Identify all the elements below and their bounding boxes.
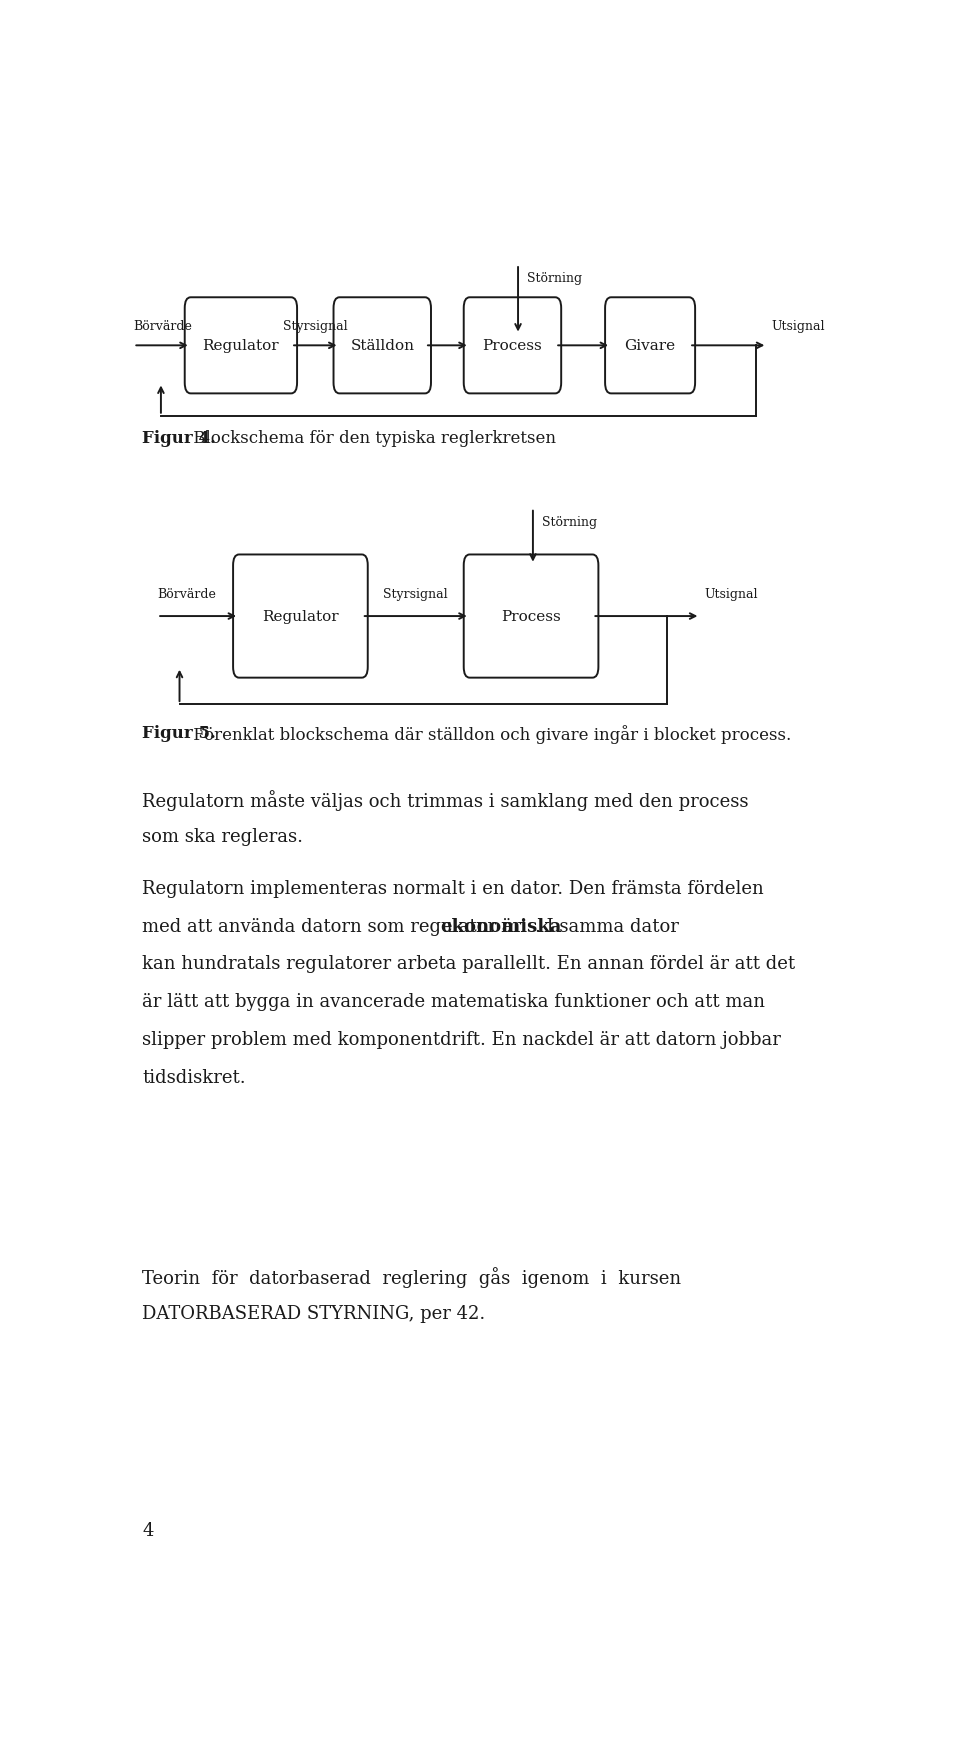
FancyBboxPatch shape xyxy=(464,555,598,678)
FancyBboxPatch shape xyxy=(464,299,562,394)
Text: Regulatorn måste väljas och trimmas i samklang med den process: Regulatorn måste väljas och trimmas i sa… xyxy=(142,791,749,810)
FancyBboxPatch shape xyxy=(333,299,431,394)
Text: ekonomiska: ekonomiska xyxy=(441,917,562,935)
Text: Process: Process xyxy=(501,610,561,624)
Text: Börvärde: Börvärde xyxy=(133,320,192,332)
Text: Regulatorn implementeras normalt i en dator. Den främsta fördelen: Regulatorn implementeras normalt i en da… xyxy=(142,878,764,898)
Text: Ställdon: Ställdon xyxy=(350,339,415,353)
Text: Regulator: Regulator xyxy=(262,610,339,624)
FancyBboxPatch shape xyxy=(233,555,368,678)
Text: Process: Process xyxy=(483,339,542,353)
Text: Utsignal: Utsignal xyxy=(771,320,825,332)
Text: Blockschema för den typiska reglerkretsen: Blockschema för den typiska reglerkretse… xyxy=(188,430,557,446)
Text: Börvärde: Börvärde xyxy=(157,587,216,601)
Text: Styrsignal: Styrsignal xyxy=(383,587,448,601)
Text: Teorin  för  datorbaserad  reglering  gås  igenom  i  kursen: Teorin för datorbaserad reglering gås ig… xyxy=(142,1267,682,1288)
Text: 4: 4 xyxy=(142,1522,154,1539)
Text: Styrsignal: Styrsignal xyxy=(283,320,348,332)
Text: kan hundratals regulatorer arbeta parallellt. En annan fördel är att det: kan hundratals regulatorer arbeta parall… xyxy=(142,956,796,973)
Text: Störning: Störning xyxy=(541,515,597,529)
Text: slipper problem med komponentdrift. En nackdel är att datorn jobbar: slipper problem med komponentdrift. En n… xyxy=(142,1031,781,1049)
Text: som ska regleras.: som ska regleras. xyxy=(142,828,303,845)
FancyBboxPatch shape xyxy=(184,299,297,394)
Text: Utsignal: Utsignal xyxy=(704,587,757,601)
Text: Förenklat blockschema där ställdon och givare ingår i blocket process.: Förenklat blockschema där ställdon och g… xyxy=(188,726,792,743)
FancyBboxPatch shape xyxy=(605,299,695,394)
Text: med att använda datorn som regulator är: med att använda datorn som regulator är xyxy=(142,917,527,935)
Text: . I samma dator: . I samma dator xyxy=(535,917,679,935)
Text: är lätt att bygga in avancerade matematiska funktioner och att man: är lätt att bygga in avancerade matemati… xyxy=(142,993,765,1010)
Text: Regulator: Regulator xyxy=(203,339,279,353)
Text: DATORBASERAD STYRNING, per 42.: DATORBASERAD STYRNING, per 42. xyxy=(142,1304,486,1321)
Text: Givare: Givare xyxy=(625,339,676,353)
Text: Störning: Störning xyxy=(527,272,582,285)
Text: Figur 5.: Figur 5. xyxy=(142,726,216,741)
Text: Figur 4.: Figur 4. xyxy=(142,430,216,446)
Text: tidsdiskret.: tidsdiskret. xyxy=(142,1068,246,1086)
